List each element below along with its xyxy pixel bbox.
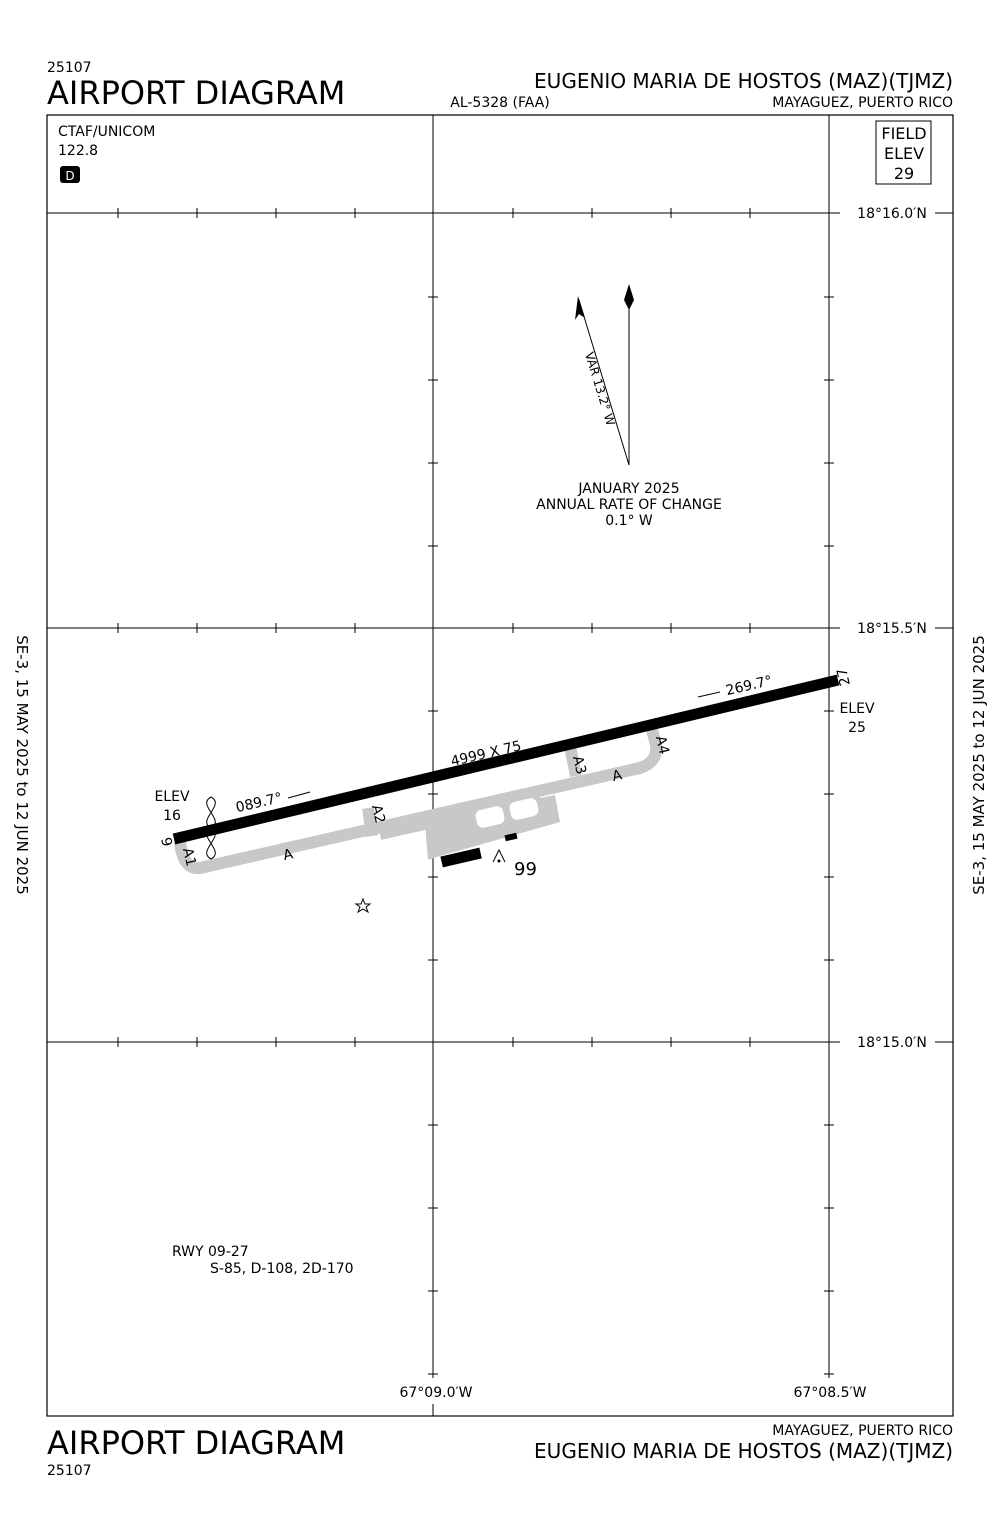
taxiway-label: A3 xyxy=(569,754,589,776)
latitude-label: 18°15.0′N xyxy=(857,1035,927,1051)
elev-value: 16 xyxy=(163,808,181,824)
mag-north-head xyxy=(575,296,585,320)
elev-label: ELEV xyxy=(154,789,189,805)
elev-label: ELEV xyxy=(839,701,874,717)
field-elev-line: FIELD xyxy=(881,124,926,143)
obstacle-dot xyxy=(497,859,501,863)
apron-island xyxy=(509,798,539,820)
mag-rate: 0.1° W xyxy=(605,513,653,529)
true-north-head xyxy=(624,284,634,310)
taxiway-a2 xyxy=(362,807,378,837)
mag-date: JANUARY 2025 xyxy=(577,481,679,497)
runway-info: S-85, D-108, 2D-170 xyxy=(210,1261,354,1277)
taxiway-label: A4 xyxy=(652,734,672,756)
taxiway-a3 xyxy=(564,744,582,778)
grid xyxy=(46,114,954,1417)
longitude-label: 67°09.0′W xyxy=(399,1385,472,1401)
title: AIRPORT DIAGRAM xyxy=(47,74,345,112)
mag-rate-label: ANNUAL RATE OF CHANGE xyxy=(536,497,722,513)
latitude-label: 18°15.5′N xyxy=(857,621,927,637)
latitude-label: 18°16.0′N xyxy=(857,206,927,222)
beacon xyxy=(354,897,372,914)
runway xyxy=(172,674,840,845)
taxiway-label: A xyxy=(282,846,295,864)
taxiway-label: A xyxy=(611,767,624,785)
wind-cone xyxy=(206,796,216,860)
field-elev-line: ELEV xyxy=(884,144,924,163)
obstacle-height: 99 xyxy=(514,859,537,880)
effective-dates: SE-3, 15 MAY 2025 to 12 JUN 2025 xyxy=(970,635,988,895)
apron-island xyxy=(475,806,505,828)
taxiway-label: A1 xyxy=(179,846,199,868)
ctaf-freq: 122.8 xyxy=(58,143,98,159)
runway-info: RWY 09-27 xyxy=(172,1244,249,1260)
footer-location: MAYAGUEZ, PUERTO RICO xyxy=(772,1423,953,1439)
heading-arrow xyxy=(697,691,721,698)
atis-badge-bg xyxy=(60,166,80,183)
runway-end: 9 xyxy=(157,836,175,848)
building xyxy=(440,847,482,868)
north-arrows xyxy=(575,284,634,466)
airport-name: EUGENIO MARIA DE HOSTOS (MAZ)(TJMZ) xyxy=(534,69,953,93)
field-elev-box xyxy=(875,120,932,185)
frame xyxy=(46,114,954,1417)
footer-title: AIRPORT DIAGRAM xyxy=(47,1424,345,1462)
longitude-label: 67°08.5′W xyxy=(793,1385,866,1401)
chart-id: 25107 xyxy=(47,60,92,76)
elev-value: 25 xyxy=(848,720,866,736)
obstacle-symbol xyxy=(492,848,506,863)
footer-id: 25107 xyxy=(47,1463,92,1479)
effective-dates: SE-3, 15 MAY 2025 to 12 JUN 2025 xyxy=(13,635,31,895)
mag-north-line xyxy=(578,299,630,466)
runway-end: 27 xyxy=(834,666,854,687)
taxiway-label: A2 xyxy=(368,803,388,825)
building xyxy=(504,832,518,842)
footer-airport: EUGENIO MARIA DE HOSTOS (MAZ)(TJMZ) xyxy=(534,1439,953,1463)
heading-arrow xyxy=(287,791,311,799)
field-elev-line: 29 xyxy=(894,164,914,183)
location: MAYAGUEZ, PUERTO RICO xyxy=(772,95,953,111)
atis-badge: D xyxy=(65,169,74,183)
chart-number: AL-5328 (FAA) xyxy=(450,95,550,111)
ctaf-label: CTAF/UNICOM xyxy=(58,124,155,140)
variation: VAR 13.2° W xyxy=(582,350,618,427)
taxiway-a xyxy=(174,728,663,875)
